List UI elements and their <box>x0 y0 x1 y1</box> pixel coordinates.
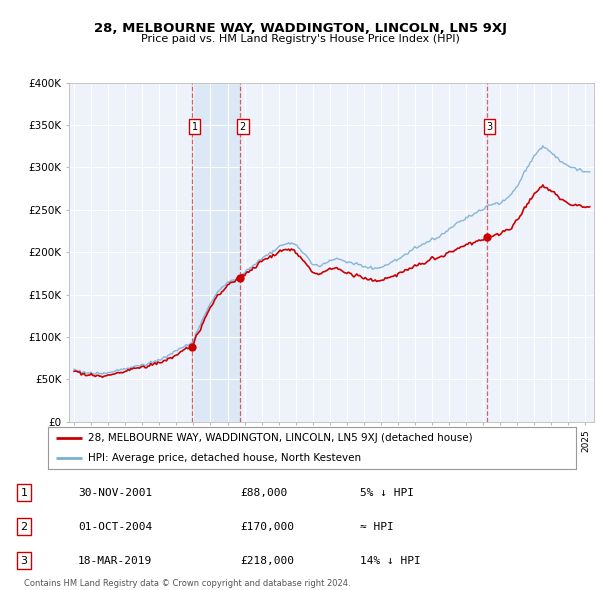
Text: 5% ↓ HPI: 5% ↓ HPI <box>360 488 414 497</box>
Text: 3: 3 <box>20 556 28 566</box>
Text: 01-OCT-2004: 01-OCT-2004 <box>78 522 152 532</box>
Text: 30-NOV-2001: 30-NOV-2001 <box>78 488 152 497</box>
Text: ≈ HPI: ≈ HPI <box>360 522 394 532</box>
Text: 28, MELBOURNE WAY, WADDINGTON, LINCOLN, LN5 9XJ (detached house): 28, MELBOURNE WAY, WADDINGTON, LINCOLN, … <box>88 434 472 444</box>
Text: 1: 1 <box>20 488 28 497</box>
Text: £170,000: £170,000 <box>240 522 294 532</box>
Text: 2: 2 <box>20 522 28 532</box>
Text: 2: 2 <box>240 122 246 132</box>
Text: £88,000: £88,000 <box>240 488 287 497</box>
Text: 3: 3 <box>486 122 493 132</box>
Text: £218,000: £218,000 <box>240 556 294 566</box>
Text: 1: 1 <box>191 122 197 132</box>
Bar <box>192 83 241 422</box>
Text: Price paid vs. HM Land Registry's House Price Index (HPI): Price paid vs. HM Land Registry's House … <box>140 34 460 44</box>
Text: 28, MELBOURNE WAY, WADDINGTON, LINCOLN, LN5 9XJ: 28, MELBOURNE WAY, WADDINGTON, LINCOLN, … <box>94 22 506 35</box>
Text: 18-MAR-2019: 18-MAR-2019 <box>78 556 152 566</box>
Text: 14% ↓ HPI: 14% ↓ HPI <box>360 556 421 566</box>
Text: Contains HM Land Registry data © Crown copyright and database right 2024.
This d: Contains HM Land Registry data © Crown c… <box>24 579 350 590</box>
Text: HPI: Average price, detached house, North Kesteven: HPI: Average price, detached house, Nort… <box>88 454 361 463</box>
